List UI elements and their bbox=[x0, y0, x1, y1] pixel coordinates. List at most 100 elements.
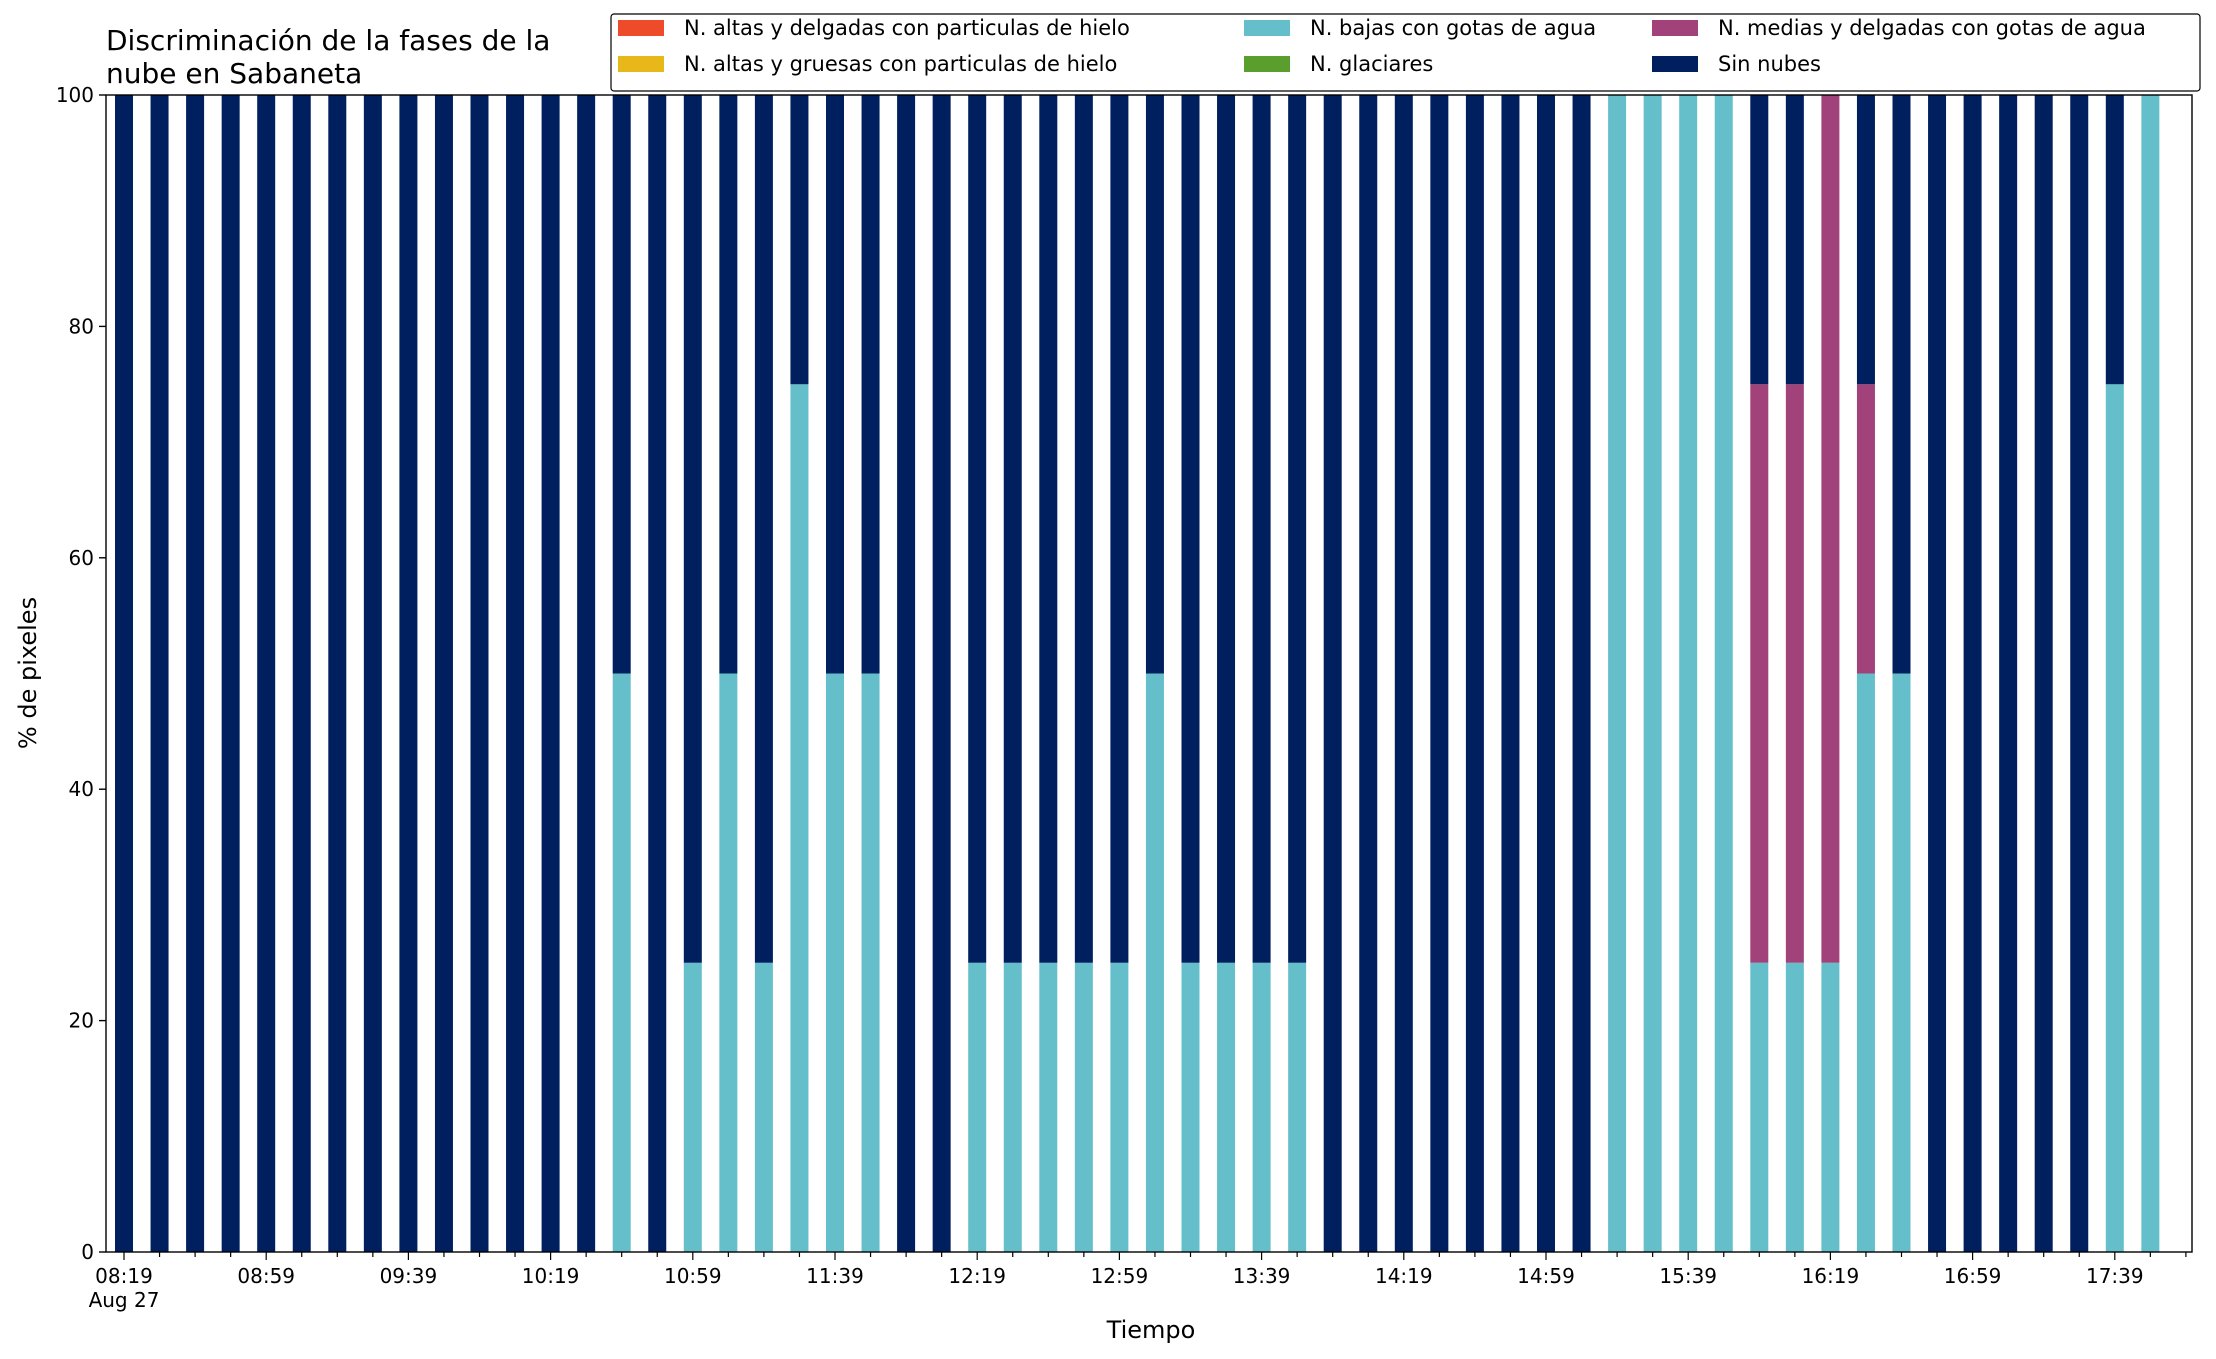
bar-segment bbox=[434, 95, 453, 1252]
x-axis-label: Tiempo bbox=[1106, 1316, 1196, 1344]
bar-segment bbox=[1999, 95, 2018, 1252]
bar-segment bbox=[1537, 95, 1555, 1252]
bar-segment bbox=[1856, 673, 1875, 1252]
bar-segment bbox=[2070, 95, 2089, 1252]
bar-segment bbox=[1928, 95, 1947, 1252]
legend-label: N. glaciares bbox=[1310, 52, 1433, 76]
x-tick-label: 10:59 bbox=[664, 1264, 722, 1288]
bar-segment bbox=[470, 95, 489, 1252]
x-tick-label: 17:39 bbox=[2086, 1264, 2144, 1288]
x-tick-label: 11:39 bbox=[806, 1264, 864, 1288]
bar-segment bbox=[612, 95, 631, 674]
bar-segment bbox=[1821, 95, 1840, 963]
bar-segment bbox=[790, 95, 809, 385]
x-tick-label: 09:39 bbox=[380, 1264, 438, 1288]
bar-segment bbox=[1785, 962, 1804, 1252]
legend-label: N. altas y delgadas con particulas de hi… bbox=[684, 16, 1130, 40]
bar-segment bbox=[1892, 673, 1911, 1252]
y-axis-label: % de pixeles bbox=[14, 597, 42, 749]
x-tick-label: 16:19 bbox=[1802, 1264, 1860, 1288]
bar-segment bbox=[115, 95, 133, 1252]
bar-segment bbox=[861, 673, 880, 1252]
bar-segment bbox=[399, 95, 418, 1252]
bar-segment bbox=[1679, 95, 1698, 1252]
bar-segment bbox=[1394, 95, 1413, 1252]
bar-segment bbox=[1110, 95, 1129, 963]
bar-segment bbox=[1856, 384, 1875, 674]
bar-segment bbox=[186, 95, 205, 1252]
bar-segment bbox=[1039, 962, 1058, 1252]
y-axis: 0 20 40 60 80 100 bbox=[56, 83, 106, 1264]
bar-segment bbox=[1785, 95, 1804, 385]
bar-segment bbox=[826, 95, 844, 674]
bar-segment bbox=[1856, 95, 1875, 385]
legend-swatch bbox=[1244, 56, 1290, 72]
bar-segment bbox=[2034, 95, 2053, 1252]
bar-segment bbox=[968, 95, 987, 963]
bar-segment bbox=[861, 95, 880, 674]
bar-segment bbox=[1074, 962, 1093, 1252]
bar-segment bbox=[790, 384, 809, 1252]
x-tick-label: 16:59 bbox=[1944, 1264, 2002, 1288]
bar-segment bbox=[1217, 962, 1236, 1252]
bar-segment bbox=[1145, 673, 1164, 1252]
bar-segment bbox=[221, 95, 240, 1252]
bar-segment bbox=[2105, 95, 2124, 385]
bar-segment bbox=[1217, 95, 1236, 963]
bar-segment bbox=[328, 95, 347, 1252]
bar-segment bbox=[1785, 384, 1804, 963]
bar-segment bbox=[968, 962, 987, 1252]
x-tick-label: 14:59 bbox=[1517, 1264, 1575, 1288]
bar-segment bbox=[1181, 95, 1200, 963]
x-tick-label: 13:39 bbox=[1233, 1264, 1291, 1288]
y-tick-label: 60 bbox=[69, 546, 94, 570]
bar-segment bbox=[1821, 962, 1840, 1252]
bar-segment bbox=[1252, 95, 1271, 963]
bar-segment bbox=[292, 95, 311, 1252]
bar-segment bbox=[1288, 95, 1307, 963]
bar-segment bbox=[2105, 384, 2124, 1252]
x-tick-label: 08:19 Aug 27 bbox=[89, 1264, 160, 1312]
bar-segment bbox=[1110, 962, 1129, 1252]
x-tick-label: 12:19 bbox=[948, 1264, 1006, 1288]
x-tick-label: 12:59 bbox=[1091, 1264, 1149, 1288]
y-tick-label: 40 bbox=[69, 777, 94, 801]
y-tick-label: 20 bbox=[69, 1009, 94, 1033]
x-tick-label: 14:19 bbox=[1375, 1264, 1433, 1288]
x-tick-label: 10:19 bbox=[522, 1264, 580, 1288]
x-tick-label: 15:39 bbox=[1659, 1264, 1717, 1288]
x-axis: 08:19 Aug 27 08:59 09:39 10:19 10:59 11:39 12:1… bbox=[89, 1252, 2187, 1312]
bar-segment bbox=[683, 962, 702, 1252]
bar-segment bbox=[1465, 95, 1484, 1252]
bar-segment bbox=[150, 95, 169, 1252]
bar-segment bbox=[932, 95, 951, 1252]
y-tick-label: 80 bbox=[69, 314, 94, 338]
bar-segment bbox=[1714, 95, 1733, 1252]
plot-frame bbox=[105, 94, 2193, 1253]
bar-segment bbox=[1892, 95, 1911, 674]
bar-segment bbox=[1252, 962, 1271, 1252]
bar-segment bbox=[1430, 95, 1449, 1252]
bar-segment bbox=[754, 962, 773, 1252]
legend-label: N. altas y gruesas con particulas de hie… bbox=[684, 52, 1117, 76]
legend-label: N. medias y delgadas con gotas de agua bbox=[1718, 16, 2146, 40]
chart-title: Discriminación de la fases de la nube en … bbox=[106, 24, 550, 90]
legend-swatch bbox=[618, 56, 664, 72]
bar-segment bbox=[363, 95, 382, 1252]
bar-segment bbox=[1039, 95, 1058, 963]
bar-segment bbox=[2141, 95, 2160, 1252]
bar-segment bbox=[1003, 95, 1022, 963]
bars-layer bbox=[115, 95, 2160, 1252]
bar-segment bbox=[1608, 95, 1627, 1252]
y-tick-label: 100 bbox=[56, 83, 94, 107]
bar-segment bbox=[683, 95, 702, 963]
y-tick-label: 0 bbox=[81, 1240, 94, 1264]
bar-segment bbox=[506, 95, 525, 1252]
bar-segment bbox=[1572, 95, 1591, 1252]
legend-swatch bbox=[618, 20, 664, 36]
bar-segment bbox=[719, 673, 738, 1252]
bar-segment bbox=[897, 95, 916, 1252]
bar-segment bbox=[826, 673, 844, 1252]
legend-swatch bbox=[1652, 56, 1698, 72]
